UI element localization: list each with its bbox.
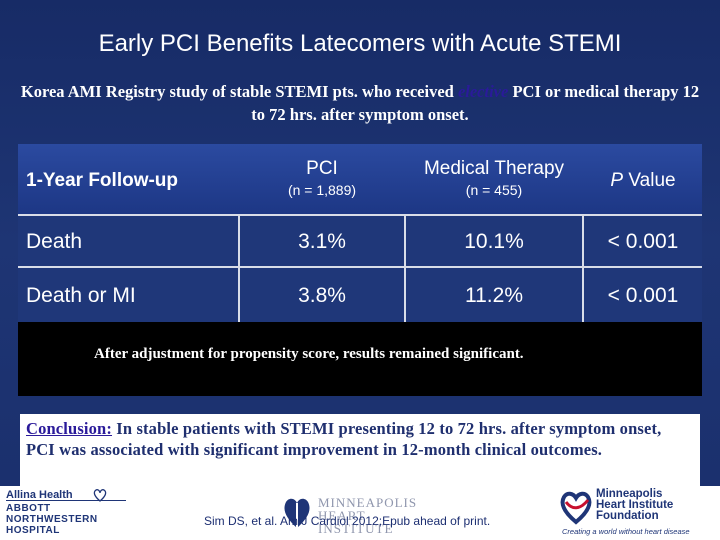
column-divider xyxy=(404,216,406,322)
conclusion-label: Conclusion: xyxy=(26,419,113,438)
logo-right-line1: Minneapolis xyxy=(596,488,663,500)
subtitle-pre: Korea AMI Registry study of stable STEMI… xyxy=(20,82,458,101)
logo-right-line3: Foundation xyxy=(596,510,659,522)
allina-health-text: Allina Health xyxy=(6,489,73,501)
table-header: 1-Year Follow-up PCI (n = 1,889) Medical… xyxy=(18,144,702,216)
row-pci-value: 3.1% xyxy=(298,230,346,253)
footer: Allina Health ABBOTT NORTHWESTERN HOSPIT… xyxy=(0,486,720,540)
p-italic: P xyxy=(610,170,624,191)
row-p-value: < 0.001 xyxy=(607,230,679,253)
conclusion-text: In stable patients with STEMI presenting… xyxy=(26,419,662,459)
abbott-northwestern-logo: Allina Health ABBOTT NORTHWESTERN HOSPIT… xyxy=(2,486,162,540)
header-p-value: P Value xyxy=(584,170,702,192)
row-medical-value: 11.2% xyxy=(465,284,523,307)
slide-title: Early PCI Benefits Latecomers with Acute… xyxy=(98,30,622,57)
heart-ribbon-icon xyxy=(560,491,592,525)
results-table: 1-Year Follow-up PCI (n = 1,889) Medical… xyxy=(18,144,702,396)
mhif-text: Minneapolis Heart Institute Foundation xyxy=(596,488,674,522)
logo-left-line2: ABBOTT xyxy=(6,503,51,514)
header-medical: Medical Therapy xyxy=(423,158,565,179)
logo-divider xyxy=(6,500,126,501)
row-label: Death or MI xyxy=(26,284,136,307)
mhif-tagline: Creating a world without heart disease xyxy=(562,527,690,536)
table-row: Death or MI 3.8% 11.2% < 0.001 xyxy=(18,268,702,322)
logo-mid-line2: HEART xyxy=(318,508,366,523)
subtitle-elective: elective xyxy=(457,82,509,101)
table-row: Death 3.1% 10.1% < 0.001 xyxy=(18,216,702,268)
minneapolis-heart-institute-logo: MINNEAPOLIS HEART INSTITUTE xyxy=(282,490,442,538)
mhif-logo: Minneapolis Heart Institute Foundation C… xyxy=(556,488,718,540)
mhi-text: MINNEAPOLIS HEART INSTITUTE xyxy=(318,496,417,535)
logo-left-line3: NORTHWESTERN xyxy=(6,514,98,525)
heart-institute-icon xyxy=(284,498,310,528)
row-label: Death xyxy=(26,230,83,253)
conclusion-box: Conclusion: In stable patients with STEM… xyxy=(20,414,700,486)
header-followup-label: 1-Year Follow-up xyxy=(26,170,179,191)
p-rest: Value xyxy=(623,170,676,191)
header-pci: PCI xyxy=(306,158,338,179)
logo-mid-line3: INSTITUTE xyxy=(318,521,394,536)
adjustment-note: After adjustment for propensity score, r… xyxy=(94,346,524,362)
row-p-value: < 0.001 xyxy=(607,284,679,307)
subtitle-post: PCI or medical therapy 12 to 72 hrs. aft… xyxy=(251,82,700,124)
abbott-text: ABBOTT NORTHWESTERN HOSPITAL xyxy=(6,503,98,536)
citation: Sim DS, et al. Am J Cardiol 2012;Epub ah… xyxy=(204,514,491,528)
logo-left-line4: HOSPITAL xyxy=(6,525,60,536)
row-medical-value: 10.1% xyxy=(464,230,524,253)
logo-right-line2: Heart Institute xyxy=(596,499,674,511)
header-medical-n: (n = 455) xyxy=(465,182,523,198)
allina-leaf-icon xyxy=(93,489,107,502)
slide-subtitle: Korea AMI Registry study of stable STEMI… xyxy=(20,80,700,126)
column-divider xyxy=(238,216,240,322)
row-pci-value: 3.8% xyxy=(298,284,346,307)
column-divider xyxy=(582,216,584,322)
header-pci-n: (n = 1,889) xyxy=(287,182,357,198)
logo-mid-line1: MINNEAPOLIS xyxy=(318,495,418,510)
